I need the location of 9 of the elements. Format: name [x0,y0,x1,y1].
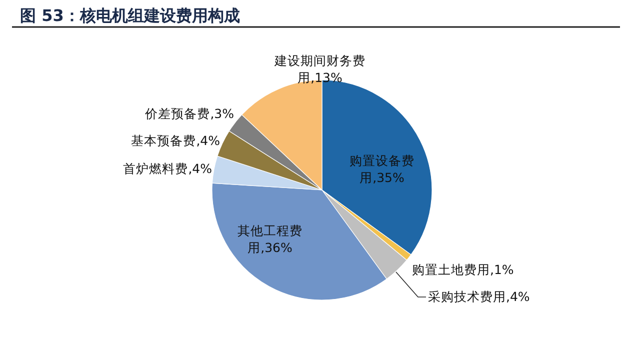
chart-title: 图 53：核电机组建设费用构成 [20,6,240,25]
slice-label: 购置设备费用,35% [350,153,414,185]
slice-label: 采购技术费用,4% [428,289,530,304]
slice-label: 基本预备费,4% [131,133,220,148]
slice-label: 其他工程费用,36% [238,223,302,255]
slice-label: 首炉燃料费,4% [123,161,212,176]
slice-label: 价差预备费,3% [144,106,234,121]
slice-label: 购置土地费用,1% [412,262,514,277]
slice-label: 建设期间财务费用,13% [274,53,366,85]
